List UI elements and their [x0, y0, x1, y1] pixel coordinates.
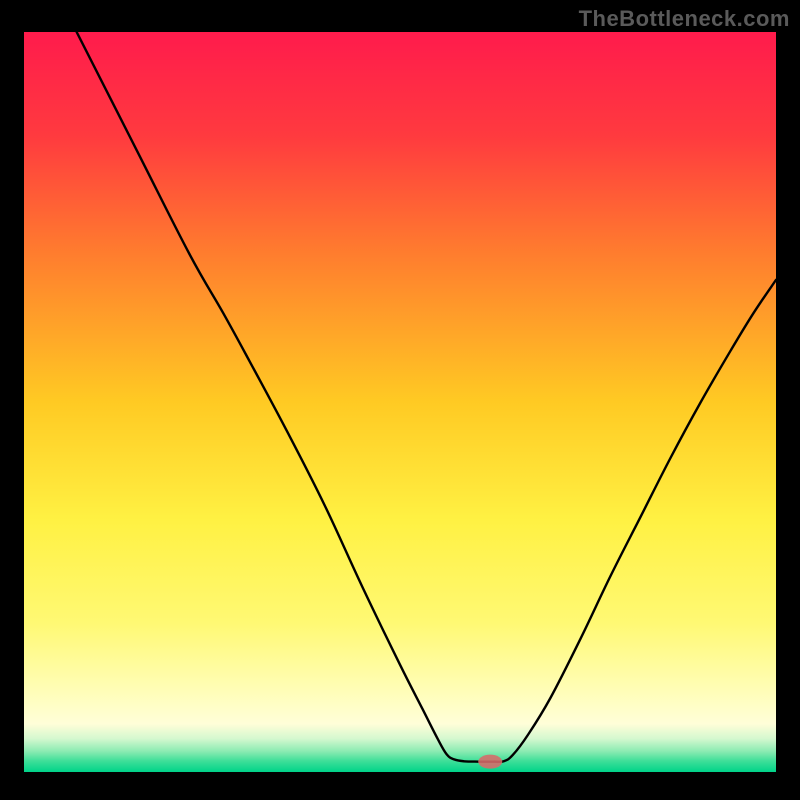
optimal-marker	[478, 755, 502, 769]
gradient-background	[24, 32, 776, 772]
chart-frame: TheBottleneck.com	[0, 0, 800, 800]
plot-area	[24, 32, 776, 772]
watermark-label: TheBottleneck.com	[579, 6, 790, 32]
plot-svg	[24, 32, 776, 772]
